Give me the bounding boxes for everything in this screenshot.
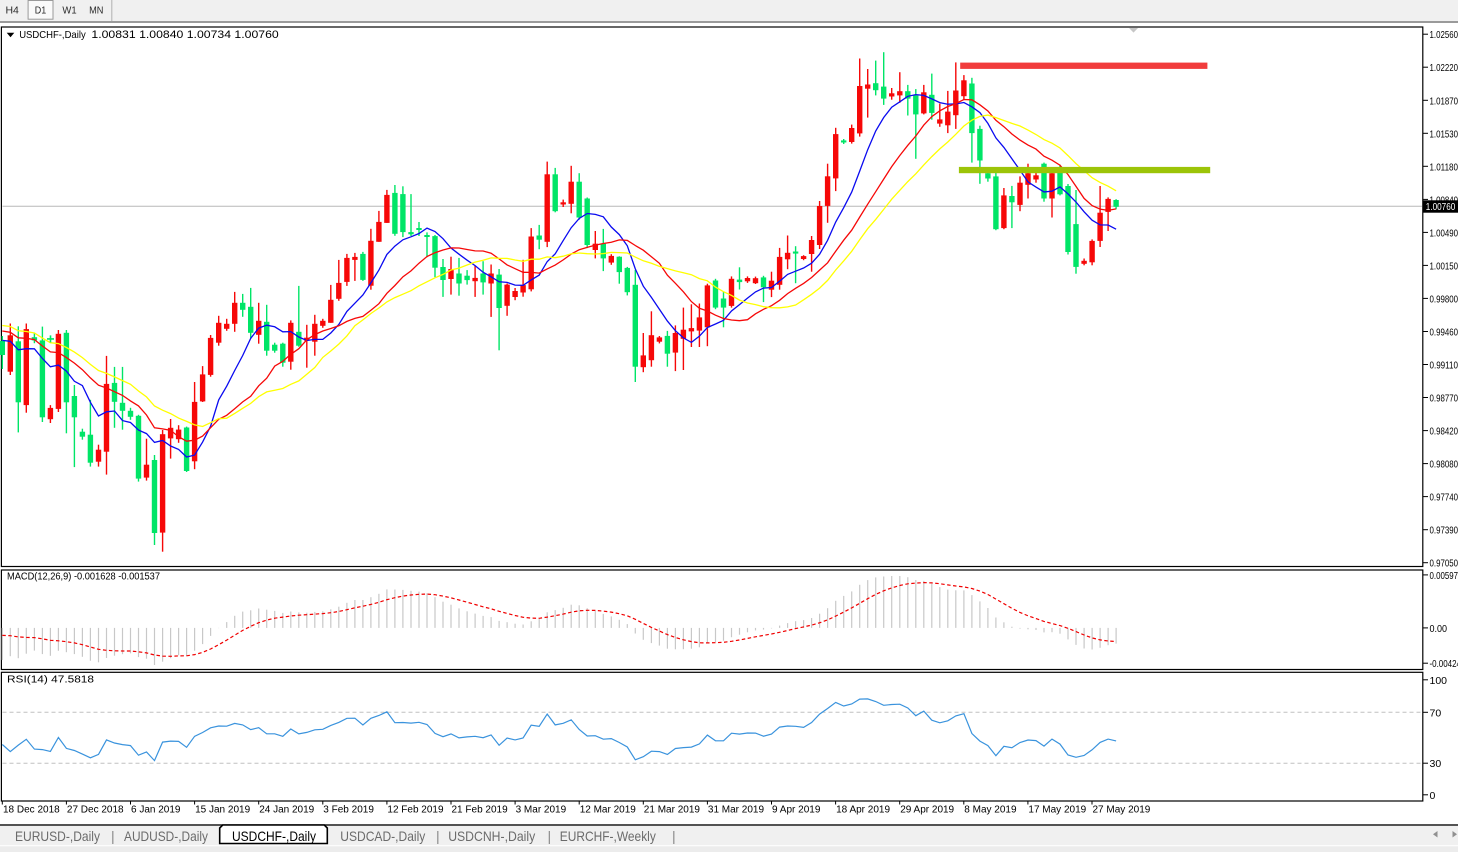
svg-text:15 Jan 2019: 15 Jan 2019 bbox=[195, 805, 250, 816]
svg-text:0.00597: 0.00597 bbox=[1430, 570, 1458, 582]
svg-text:USDCNH-,Daily: USDCNH-,Daily bbox=[448, 828, 535, 844]
svg-text:D1: D1 bbox=[35, 6, 47, 17]
svg-text:1.00490: 1.00490 bbox=[1430, 227, 1458, 239]
svg-text:6 Jan 2019: 6 Jan 2019 bbox=[131, 805, 181, 816]
svg-text:0.98080: 0.98080 bbox=[1430, 459, 1458, 471]
svg-text:18 Dec 2018: 18 Dec 2018 bbox=[3, 805, 60, 816]
svg-text:0.00: 0.00 bbox=[1430, 623, 1448, 635]
svg-text:USDCAD-,Daily: USDCAD-,Daily bbox=[340, 828, 425, 844]
svg-text:0.99460: 0.99460 bbox=[1430, 327, 1458, 339]
svg-text:H4: H4 bbox=[6, 6, 20, 17]
svg-text:0.99800: 0.99800 bbox=[1430, 293, 1458, 305]
svg-text:21 Feb 2019: 21 Feb 2019 bbox=[452, 805, 509, 816]
svg-text:USDCHF-,Daily: USDCHF-,Daily bbox=[232, 828, 316, 844]
svg-text:8 May 2019: 8 May 2019 bbox=[964, 805, 1017, 816]
svg-text:9 Apr 2019: 9 Apr 2019 bbox=[772, 805, 821, 816]
svg-text:1.01180: 1.01180 bbox=[1430, 161, 1458, 173]
svg-text:AUDUSD-,Daily: AUDUSD-,Daily bbox=[124, 828, 208, 844]
svg-text:|: | bbox=[548, 828, 552, 844]
svg-text:24 Jan 2019: 24 Jan 2019 bbox=[259, 805, 314, 816]
svg-text:31 Mar 2019: 31 Mar 2019 bbox=[708, 805, 765, 816]
svg-text:MACD(12,26,9) -0.001628 -0.001: MACD(12,26,9) -0.001628 -0.001537 bbox=[7, 572, 160, 583]
svg-text:1.00760: 1.00760 bbox=[1426, 201, 1456, 213]
svg-text:30: 30 bbox=[1430, 758, 1442, 770]
svg-text:21 Mar 2019: 21 Mar 2019 bbox=[644, 805, 701, 816]
svg-text:1.00150: 1.00150 bbox=[1430, 260, 1458, 272]
svg-text:-0.00424: -0.00424 bbox=[1430, 658, 1458, 670]
svg-text:0.99110: 0.99110 bbox=[1430, 360, 1458, 372]
svg-text:1.02560: 1.02560 bbox=[1430, 29, 1458, 41]
svg-text:0.98420: 0.98420 bbox=[1430, 426, 1458, 438]
svg-text:12 Feb 2019: 12 Feb 2019 bbox=[387, 805, 444, 816]
svg-text:0.98770: 0.98770 bbox=[1430, 393, 1458, 405]
svg-text:1.02220: 1.02220 bbox=[1430, 62, 1458, 74]
svg-text:70: 70 bbox=[1430, 707, 1442, 719]
svg-text:MN: MN bbox=[89, 6, 103, 17]
svg-text:27 Dec 2018: 27 Dec 2018 bbox=[67, 805, 124, 816]
svg-text:W1: W1 bbox=[62, 6, 77, 17]
svg-text:0.97390: 0.97390 bbox=[1430, 525, 1458, 537]
svg-text:27 May 2019: 27 May 2019 bbox=[1093, 805, 1151, 816]
svg-text:|: | bbox=[111, 828, 115, 844]
svg-text:0: 0 bbox=[1430, 790, 1436, 802]
svg-text:1.01530: 1.01530 bbox=[1430, 128, 1458, 140]
svg-text:RSI(14) 47.5818: RSI(14) 47.5818 bbox=[7, 675, 95, 686]
svg-text:0.97740: 0.97740 bbox=[1430, 492, 1458, 504]
svg-text:1.01870: 1.01870 bbox=[1430, 95, 1458, 107]
svg-text:17 May 2019: 17 May 2019 bbox=[1028, 805, 1086, 816]
svg-text:EURCHF-,Weekly: EURCHF-,Weekly bbox=[560, 828, 656, 844]
svg-text:|: | bbox=[672, 828, 676, 844]
svg-text:12 Mar 2019: 12 Mar 2019 bbox=[580, 805, 637, 816]
svg-text:|: | bbox=[436, 828, 440, 844]
svg-text:USDCHF-,Daily: USDCHF-,Daily bbox=[19, 29, 86, 41]
svg-text:100: 100 bbox=[1430, 675, 1448, 687]
svg-text:1.00831 1.00840 1.00734 1.0076: 1.00831 1.00840 1.00734 1.00760 bbox=[91, 29, 278, 41]
svg-text:3 Feb 2019: 3 Feb 2019 bbox=[323, 805, 374, 816]
svg-text:0.97050: 0.97050 bbox=[1430, 558, 1458, 570]
svg-text:18 Apr 2019: 18 Apr 2019 bbox=[836, 805, 890, 816]
svg-text:3 Mar 2019: 3 Mar 2019 bbox=[516, 805, 567, 816]
svg-text:29 Apr 2019: 29 Apr 2019 bbox=[900, 805, 954, 816]
svg-text:EURUSD-,Daily: EURUSD-,Daily bbox=[15, 828, 100, 844]
